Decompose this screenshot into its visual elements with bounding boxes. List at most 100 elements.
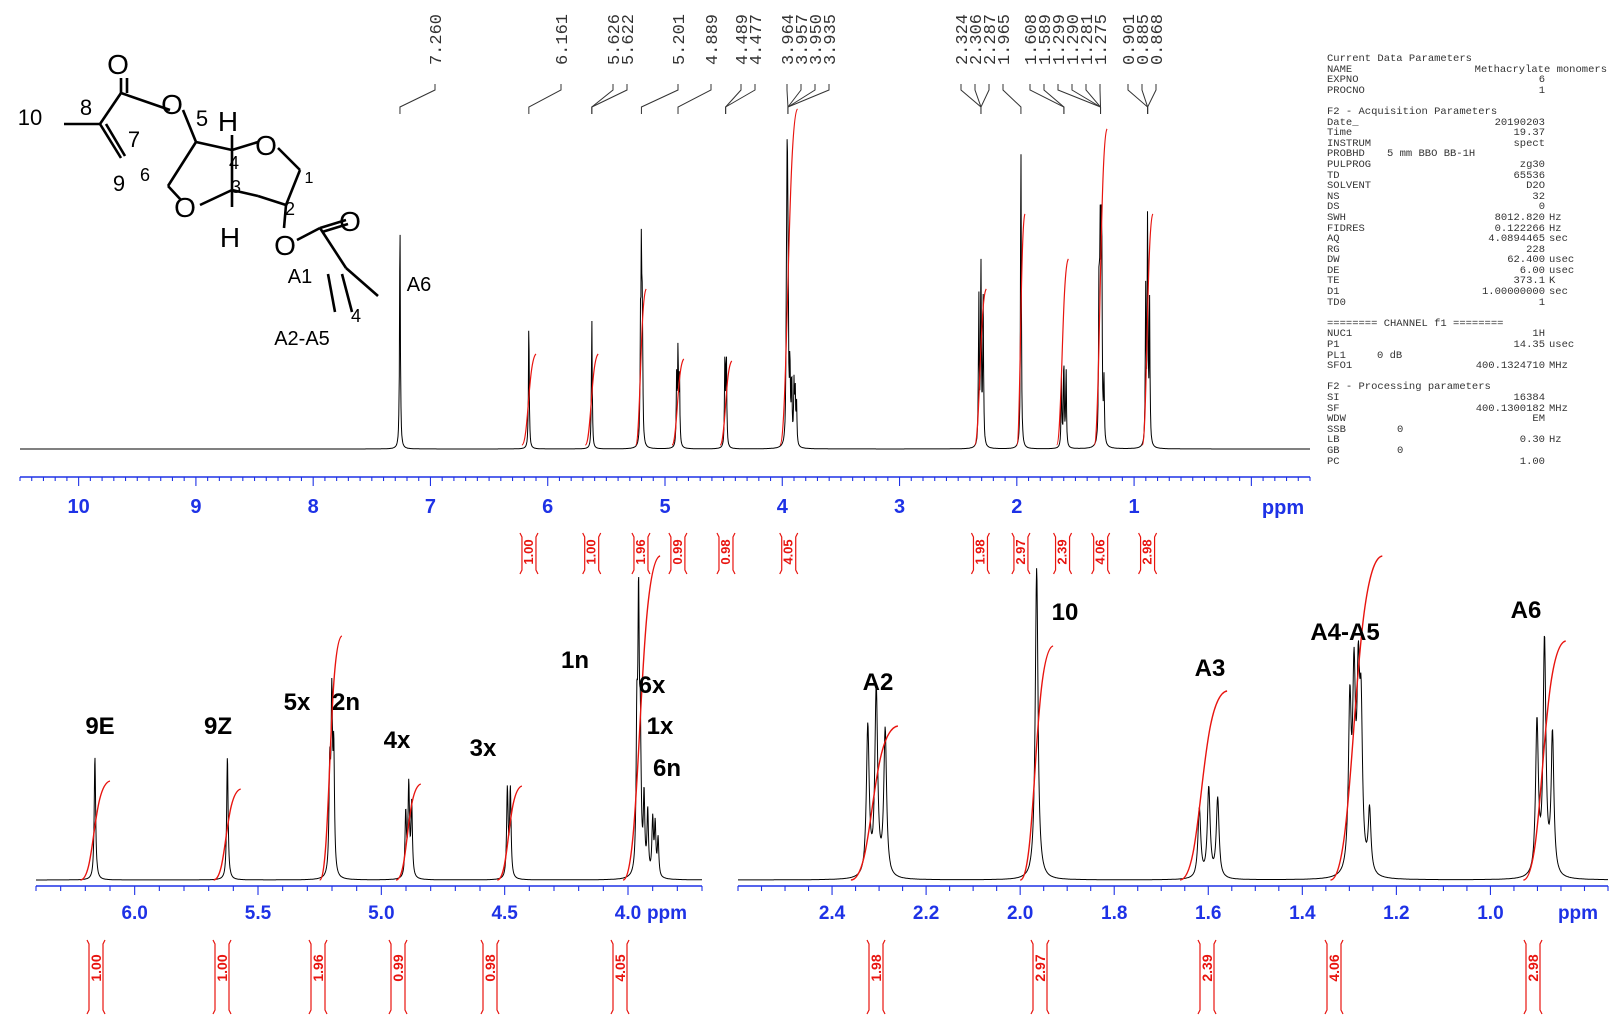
structure-label: 9 xyxy=(113,171,125,196)
integral-bracket xyxy=(779,532,799,575)
param-row: AQ 4.0894465 sec xyxy=(1327,234,1607,245)
param-value: 4.0894465 xyxy=(1488,233,1545,246)
zoom-integral-value: 0.99 xyxy=(390,954,406,981)
structure-label: 10 xyxy=(18,105,42,130)
param-key: Date_ xyxy=(1327,116,1359,129)
zoom-x-tick-label: 2.2 xyxy=(913,903,939,924)
zoom-x-tick-label: 1.0 xyxy=(1477,903,1503,924)
param-value: EM xyxy=(1532,413,1545,426)
integral-curve xyxy=(584,353,599,446)
peak-shift-label: 3.950 xyxy=(808,14,827,65)
param-key: SWH xyxy=(1327,211,1346,224)
peak-label-leader xyxy=(591,84,628,114)
structure-label: O xyxy=(274,230,296,261)
peak-label-leader xyxy=(591,84,614,114)
x-tick-label: 4 xyxy=(777,496,789,518)
peak-shift-label: 1.275 xyxy=(1093,14,1112,65)
peak-shift-label: 2.287 xyxy=(982,14,1001,65)
integral-curve xyxy=(635,288,647,446)
peak-label-leader xyxy=(640,84,679,114)
param-row: D1 1.00000000 sec xyxy=(1327,287,1607,298)
param-key: INSTRUM xyxy=(1327,137,1372,150)
zoom-x-axis-label: ppm xyxy=(647,903,687,924)
peak-label-leader xyxy=(787,84,802,114)
zoom-x-tick-label: 5.5 xyxy=(245,903,272,924)
peak-shift-label: 1.290 xyxy=(1065,14,1084,65)
integral-value: 2.39 xyxy=(1055,539,1070,564)
peak-label-leader xyxy=(980,84,990,114)
x-tick-label: 5 xyxy=(659,496,670,518)
zoom-integral-curve xyxy=(850,725,899,881)
assignment-label: 6n xyxy=(653,755,681,782)
param-key: FIDRES xyxy=(1327,222,1365,235)
bond xyxy=(326,273,337,313)
bond xyxy=(167,185,182,201)
integral-value: 1.00 xyxy=(521,539,536,564)
bond xyxy=(231,188,259,198)
zoom-integral-bracket xyxy=(388,939,408,1015)
peak-label-leader xyxy=(974,84,982,114)
param-value: 20190203 xyxy=(1494,116,1545,129)
param-value: 0.122266 xyxy=(1494,222,1545,235)
integral-curve xyxy=(974,288,987,446)
peak-shift-label: 0.885 xyxy=(1135,14,1154,65)
zoom-x-tick-label: 6.0 xyxy=(121,903,147,924)
structure-label: H xyxy=(218,106,238,137)
param-key: PULPROG xyxy=(1327,158,1372,171)
peak-shift-label: 7.260 xyxy=(428,14,447,65)
bond xyxy=(321,222,349,234)
param-value: 0 xyxy=(1538,201,1545,214)
zoom-integral-curve xyxy=(395,783,422,881)
peak-shift-label: 4.889 xyxy=(704,14,723,65)
structure-label: A1 xyxy=(288,266,312,288)
param-row: TD 65536 xyxy=(1327,169,1607,182)
param-value: zg30 xyxy=(1519,158,1545,171)
zoom-x-tick-label: 1.2 xyxy=(1383,903,1409,924)
zoom-integral-value: 0.98 xyxy=(482,954,498,981)
param-row: GB 0 xyxy=(1327,446,1607,457)
param-row: PC 1.00 xyxy=(1327,455,1607,468)
bond xyxy=(181,109,198,143)
param-unit: usec xyxy=(1549,264,1575,277)
param-key: SSB xyxy=(1327,423,1346,436)
spectrum-full: 1.00 1.00 1.96 0.99 0.98 4.05 1.98 2.97 2.39 4.06… xyxy=(19,108,1311,575)
integral-value: 0.99 xyxy=(670,539,685,564)
bond xyxy=(98,123,123,159)
peak-label-leader xyxy=(528,84,562,114)
peak-label-leader xyxy=(1002,84,1022,114)
integral-value: 0.98 xyxy=(718,539,733,564)
param-key: PC xyxy=(1327,455,1340,468)
param-value: 32 xyxy=(1532,190,1545,203)
bond xyxy=(166,141,198,187)
integral-value: 4.05 xyxy=(781,539,796,564)
acquisition-parameters: Current Data Parameters NAME Methacrylate … xyxy=(1327,54,1607,467)
structure-label: 1 xyxy=(305,170,314,187)
assignment-label: 2n xyxy=(332,689,360,716)
param-key: DS xyxy=(1327,201,1340,214)
bond xyxy=(257,194,287,207)
integral-value: 4.06 xyxy=(1093,539,1108,564)
param-value: 65536 xyxy=(1513,169,1545,182)
integral-curve xyxy=(1056,258,1069,446)
param-unit: usec xyxy=(1549,339,1575,352)
zoom-integral-value: 4.05 xyxy=(612,954,628,981)
assignment-label: 5x xyxy=(284,689,311,716)
zoom-x-tick-label: 5.0 xyxy=(368,903,394,924)
param-row: DS 0 xyxy=(1327,202,1607,213)
zoom-integral-curve xyxy=(213,788,242,881)
bond xyxy=(345,267,379,297)
integral-value: 2.98 xyxy=(1140,539,1155,564)
zoom-integral-bracket xyxy=(1324,939,1344,1015)
param-row: RG 228 xyxy=(1327,245,1607,256)
integral-value: 1.98 xyxy=(972,539,987,564)
param-key: DE xyxy=(1327,264,1340,277)
param-value: 8012.820 xyxy=(1494,211,1545,224)
zoom-integral-value: 1.98 xyxy=(868,954,884,981)
param-value: 0 xyxy=(1397,423,1404,436)
integral-curve xyxy=(1141,213,1154,446)
assignment-label: 10 xyxy=(1052,599,1079,626)
param-key: DW xyxy=(1327,254,1340,267)
param-value: 228 xyxy=(1526,243,1545,256)
